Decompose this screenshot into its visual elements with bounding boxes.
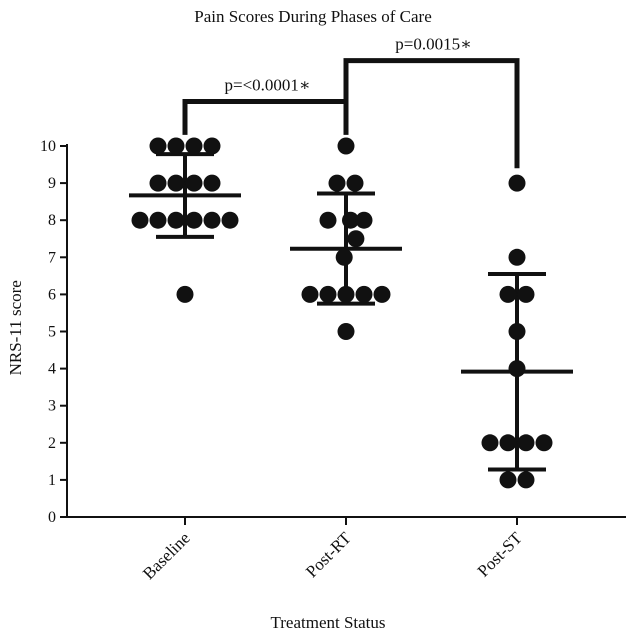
data-point <box>149 211 167 229</box>
data-point <box>301 285 319 303</box>
data-point <box>185 174 203 192</box>
data-point <box>328 174 346 192</box>
data-point <box>149 174 167 192</box>
data-point <box>185 137 203 155</box>
data-point <box>203 137 221 155</box>
data-point <box>167 211 185 229</box>
data-point <box>535 434 553 452</box>
data-point <box>167 137 185 155</box>
x-tick-label: Post-ST <box>474 528 527 581</box>
data-point <box>517 434 535 452</box>
data-point <box>517 285 535 303</box>
y-tick-label: 10 <box>40 138 56 155</box>
data-point <box>319 211 337 229</box>
y-tick-label: 0 <box>48 509 56 526</box>
significance-label: p=<0.0001∗ <box>225 75 311 94</box>
data-point <box>508 323 526 340</box>
data-point <box>347 230 365 248</box>
data-point <box>337 285 355 303</box>
data-point <box>373 285 391 303</box>
y-tick-label: 4 <box>48 361 56 378</box>
y-tick-label: 7 <box>48 249 56 266</box>
data-point <box>221 211 239 229</box>
data-point <box>346 174 364 192</box>
y-axis-label: NRS-11 score <box>6 280 25 375</box>
data-point <box>203 174 221 192</box>
significance-label: p=0.0015∗ <box>395 35 471 54</box>
x-tick-label: Baseline <box>139 528 194 583</box>
data-point <box>149 137 167 155</box>
x-tick-label: Post-RT <box>302 528 355 581</box>
data-point <box>167 174 185 192</box>
data-point <box>337 323 355 340</box>
significance-bracket <box>182 98 349 135</box>
chart-title: Pain Scores During Phases of Care <box>194 7 432 26</box>
data-point <box>508 174 526 192</box>
data-point <box>508 360 526 378</box>
y-tick-label: 8 <box>48 212 56 229</box>
data-point <box>176 285 194 303</box>
y-tick-label: 5 <box>48 324 56 341</box>
data-point <box>337 137 355 155</box>
data-point <box>481 434 499 452</box>
data-point <box>131 211 149 229</box>
data-point <box>355 211 373 229</box>
x-axis-label: Treatment Status <box>270 613 385 632</box>
y-tick-label: 6 <box>48 286 56 303</box>
data-point <box>185 211 203 229</box>
data-point <box>342 211 359 229</box>
y-tick-label: 1 <box>48 472 56 489</box>
data-point <box>517 471 535 489</box>
significance-bracket <box>343 58 520 169</box>
data-point <box>499 285 517 303</box>
data-point <box>355 285 373 303</box>
y-tick-label: 3 <box>48 398 56 415</box>
data-point <box>319 285 337 303</box>
y-tick-label: 2 <box>48 435 56 452</box>
data-point <box>335 248 353 266</box>
data-point <box>499 434 517 452</box>
y-tick-label: 9 <box>48 175 56 192</box>
data-point <box>203 211 221 229</box>
data-point <box>499 471 517 489</box>
data-point <box>508 248 526 266</box>
